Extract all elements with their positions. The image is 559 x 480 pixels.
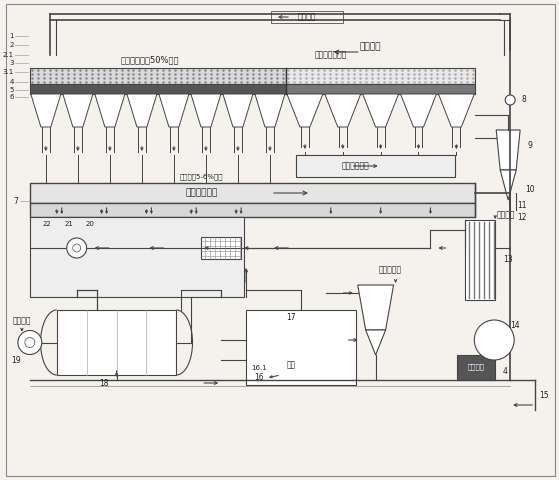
Text: 3: 3	[10, 60, 14, 66]
Polygon shape	[159, 94, 189, 127]
Polygon shape	[438, 94, 474, 127]
Polygon shape	[358, 285, 394, 330]
Bar	[30, 68, 286, 84]
Bar	[30, 183, 475, 203]
Text: 6: 6	[10, 94, 14, 100]
Bar	[286, 84, 475, 94]
Text: 7: 7	[13, 196, 18, 205]
Polygon shape	[63, 94, 93, 127]
Text: 14: 14	[510, 321, 520, 329]
Text: 21: 21	[64, 221, 73, 227]
Text: 18: 18	[99, 379, 108, 387]
Text: 1: 1	[10, 33, 14, 39]
Bar	[286, 68, 475, 84]
Bar	[457, 355, 495, 380]
Text: 13: 13	[503, 255, 513, 264]
Text: 9: 9	[528, 141, 533, 149]
Text: 12: 12	[518, 214, 527, 223]
Text: 返炉颗粒: 返炉颗粒	[13, 316, 31, 325]
Polygon shape	[500, 170, 516, 200]
Text: 循环烟气: 循环烟气	[297, 12, 316, 22]
Text: 烟气流动方向: 烟气流动方向	[185, 189, 217, 197]
Bar	[271, 11, 343, 23]
Text: 烟气快速升温段: 烟气快速升温段	[315, 50, 347, 60]
Text: 补充烧结矿: 补充烧结矿	[379, 265, 402, 275]
Text: 3.1: 3.1	[3, 69, 14, 75]
Text: 16: 16	[254, 373, 264, 383]
Polygon shape	[363, 94, 399, 127]
Circle shape	[18, 331, 42, 355]
Text: 烟机总长5-6%区域: 烟机总长5-6%区域	[179, 174, 223, 180]
Polygon shape	[127, 94, 157, 127]
Polygon shape	[366, 330, 386, 355]
Text: 4: 4	[10, 79, 14, 85]
Circle shape	[67, 238, 87, 258]
Text: 17: 17	[286, 313, 296, 323]
Bar	[465, 220, 495, 300]
Text: 8: 8	[522, 96, 527, 105]
Text: 19: 19	[11, 356, 21, 365]
Circle shape	[505, 95, 515, 105]
Text: 22: 22	[42, 221, 51, 227]
Text: 烟格: 烟格	[286, 360, 296, 370]
Text: 外排粉尘: 外排粉尘	[496, 211, 515, 219]
Bar	[30, 217, 244, 297]
Polygon shape	[325, 94, 361, 127]
Polygon shape	[287, 94, 323, 127]
Polygon shape	[401, 94, 437, 127]
Polygon shape	[496, 130, 520, 170]
Text: 烧结机总长度50%区域: 烧结机总长度50%区域	[120, 56, 179, 64]
Polygon shape	[31, 94, 61, 127]
Text: 16.1: 16.1	[251, 365, 267, 371]
Text: 11: 11	[518, 201, 527, 209]
Bar	[296, 155, 456, 177]
Bar	[246, 310, 356, 385]
Text: 2.1: 2.1	[3, 52, 14, 58]
Bar	[57, 310, 176, 375]
Text: 15: 15	[539, 391, 549, 399]
Text: 20: 20	[85, 221, 94, 227]
Polygon shape	[255, 94, 285, 127]
Bar	[30, 84, 286, 94]
Polygon shape	[191, 94, 221, 127]
Bar	[201, 237, 241, 259]
Circle shape	[474, 320, 514, 360]
Text: 烟气流动方向: 烟气流动方向	[342, 161, 369, 170]
Text: 4: 4	[503, 368, 508, 376]
Text: 台车走向: 台车走向	[360, 43, 381, 51]
Bar	[30, 203, 475, 217]
Polygon shape	[95, 94, 125, 127]
Polygon shape	[223, 94, 253, 127]
Text: 10: 10	[525, 185, 535, 194]
Text: 混入液氨: 混入液氨	[468, 364, 485, 370]
Text: 2: 2	[10, 42, 14, 48]
Text: 5: 5	[10, 87, 14, 93]
